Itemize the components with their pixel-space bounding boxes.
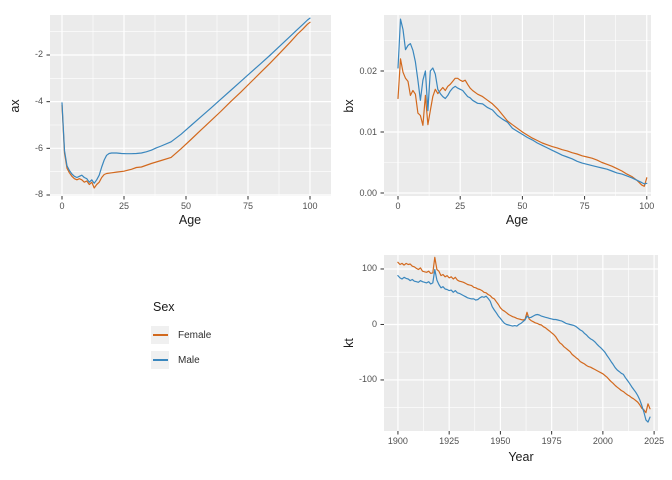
- kt-line-female: [397, 256, 651, 414]
- legend-label-female: Female: [178, 329, 212, 341]
- legend-label-male: Male: [178, 354, 200, 366]
- kt-panel: [384, 255, 658, 431]
- kt-x-axis-title: Year: [508, 450, 534, 464]
- kt-y-axis-title: kt: [342, 338, 356, 348]
- ax-panel: [50, 15, 331, 196]
- legend-item-male: Male: [151, 351, 211, 369]
- ax-line-male: [61, 17, 311, 184]
- ax-x-axis-title: Age: [178, 213, 202, 227]
- kt-line-male: [397, 268, 651, 423]
- ax-line-female: [61, 21, 311, 189]
- bx-x-axis-title: Age: [505, 213, 529, 227]
- female-line-swatch: [152, 334, 168, 336]
- legend-title: Sex: [153, 300, 175, 314]
- male-line-swatch: [152, 359, 168, 361]
- bx-y-axis-title: bx: [342, 99, 356, 113]
- sex-legend: Sex Female Male: [151, 300, 211, 376]
- legend-key-female: [151, 326, 169, 344]
- bx-line-male: [397, 18, 648, 185]
- ax-y-axis-title: ax: [8, 99, 22, 113]
- bx-line-female: [397, 58, 648, 187]
- legend-key-male: [151, 351, 169, 369]
- legend-item-female: Female: [151, 326, 211, 344]
